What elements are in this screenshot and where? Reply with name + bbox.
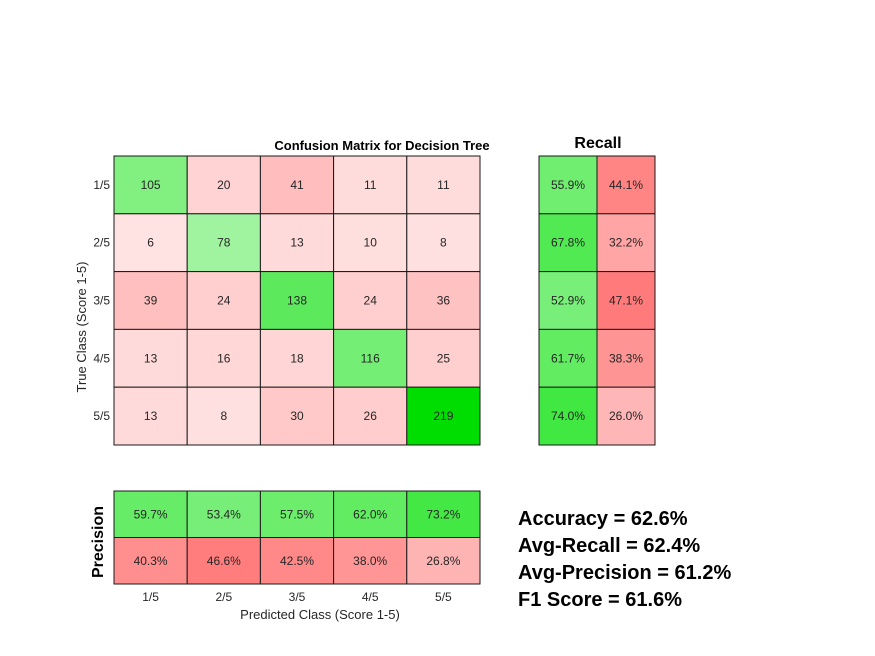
recall-correct-value: 74.0% (551, 409, 585, 423)
matrix-cell (113, 155, 188, 215)
matrix-cell-value: 16 (217, 351, 231, 365)
row-tick-label: 1/5 (93, 178, 110, 192)
matrix-cell-value: 78 (217, 236, 231, 250)
avg-precision-text: Avg-Precision = 61.2% (518, 562, 732, 584)
x-axis-label: Predicted Class (Score 1-5) (240, 607, 400, 622)
y-axis-label: True Class (Score 1-5) (74, 262, 89, 393)
precision-correct-cell (406, 490, 481, 538)
col-tick-label: 3/5 (289, 590, 306, 604)
matrix-cell-value: 8 (220, 409, 227, 423)
recall-incorrect-value: 26.0% (609, 409, 643, 423)
chart-title: Confusion Matrix for Decision Tree (274, 138, 489, 153)
precision-correct-value: 59.7% (134, 507, 168, 521)
recall-incorrect-cell (596, 328, 656, 388)
matrix-cell-value: 30 (290, 409, 304, 423)
matrix-cell-value: 6 (147, 236, 154, 250)
matrix-cell (406, 328, 481, 388)
precision-correct-cell (259, 490, 335, 538)
matrix-cell (333, 271, 408, 330)
recall-title: Recall (574, 135, 621, 152)
matrix-cell (406, 155, 481, 215)
matrix-cell (186, 328, 261, 388)
matrix-cell-value: 36 (437, 294, 451, 308)
matrix-cell-value: 105 (141, 178, 161, 192)
precision-incorrect-value: 46.6% (207, 554, 241, 568)
recall-correct-cell (538, 271, 598, 330)
matrix-cell (113, 386, 188, 446)
row-tick-label: 2/5 (93, 236, 110, 250)
matrix-cell-value: 10 (364, 236, 378, 250)
matrix-cell-value: 8 (440, 236, 447, 250)
recall-correct-value: 52.9% (551, 294, 585, 308)
recall-incorrect-value: 32.2% (609, 236, 643, 250)
matrix-cell (113, 328, 188, 388)
col-tick-label: 5/5 (435, 590, 452, 604)
precision-correct-value: 53.4% (207, 507, 241, 521)
precision-incorrect-value: 26.8% (426, 554, 460, 568)
matrix-cell-value: 13 (144, 351, 158, 365)
precision-correct-value: 62.0% (353, 507, 387, 521)
matrix-cell (259, 271, 335, 330)
summary-stats: Accuracy = 62.6% Avg-Recall = 62.4% Avg-… (518, 506, 731, 614)
matrix-cell-value: 219 (433, 409, 453, 423)
matrix-cell (333, 386, 408, 446)
f1-score-text: F1 Score = 61.6% (518, 589, 682, 611)
matrix-cell (333, 155, 408, 215)
matrix-cell-value: 11 (364, 178, 377, 192)
recall-correct-cell (538, 328, 598, 388)
matrix-cell-value: 24 (364, 294, 378, 308)
recall-incorrect-cell (596, 386, 656, 446)
precision-incorrect-cell (113, 537, 188, 585)
matrix-cell (186, 271, 261, 330)
recall-incorrect-value: 47.1% (609, 294, 643, 308)
matrix-cell (406, 386, 481, 446)
row-tick-label: 3/5 (93, 294, 110, 308)
avg-recall-text: Avg-Recall = 62.4% (518, 535, 701, 557)
matrix-cell (113, 271, 188, 330)
precision-incorrect-cell (186, 537, 261, 585)
matrix-cell (406, 213, 481, 273)
recall-incorrect-cell (596, 271, 656, 330)
recall-incorrect-value: 44.1% (609, 178, 643, 192)
row-tick-label: 5/5 (93, 409, 110, 423)
recall-incorrect-value: 38.3% (609, 351, 643, 365)
precision-incorrect-value: 40.3% (134, 554, 168, 568)
precision-label: Precision (90, 506, 107, 578)
col-tick-label: 4/5 (362, 590, 379, 604)
recall-correct-value: 61.7% (551, 351, 585, 365)
matrix-cell-value: 138 (287, 294, 307, 308)
col-tick-label: 1/5 (142, 590, 159, 604)
precision-correct-value: 57.5% (280, 507, 314, 521)
matrix-cell-value: 116 (361, 351, 380, 365)
matrix-cell-value: 41 (290, 178, 304, 192)
matrix-cell-value: 24 (217, 294, 231, 308)
precision-incorrect-value: 42.5% (280, 554, 314, 568)
matrix-cell-value: 39 (144, 294, 158, 308)
accuracy-text: Accuracy = 62.6% (518, 508, 688, 530)
matrix-cell-value: 11 (437, 178, 450, 192)
precision-correct-cell (113, 490, 188, 538)
col-tick-label: 2/5 (215, 590, 232, 604)
precision-correct-value: 73.2% (426, 507, 460, 521)
recall-correct-cell (538, 213, 598, 273)
matrix-cell (333, 213, 408, 273)
matrix-cell-value: 18 (290, 351, 304, 365)
precision-incorrect-cell (406, 537, 481, 585)
recall-correct-value: 55.9% (551, 178, 585, 192)
matrix-cell-value: 20 (217, 178, 231, 192)
recall-correct-cell (538, 386, 598, 446)
matrix-cell (406, 271, 481, 330)
matrix-cell-value: 13 (144, 409, 158, 423)
matrix-cell (259, 155, 335, 215)
matrix-cell-value: 25 (437, 351, 451, 365)
recall-incorrect-cell (596, 213, 656, 273)
recall-correct-value: 67.8% (551, 236, 585, 250)
precision-incorrect-value: 38.0% (353, 554, 387, 568)
matrix-cell-value: 13 (290, 236, 304, 250)
row-tick-label: 4/5 (93, 351, 110, 365)
precision-correct-cell (186, 490, 261, 538)
matrix-cell-value: 26 (364, 409, 378, 423)
